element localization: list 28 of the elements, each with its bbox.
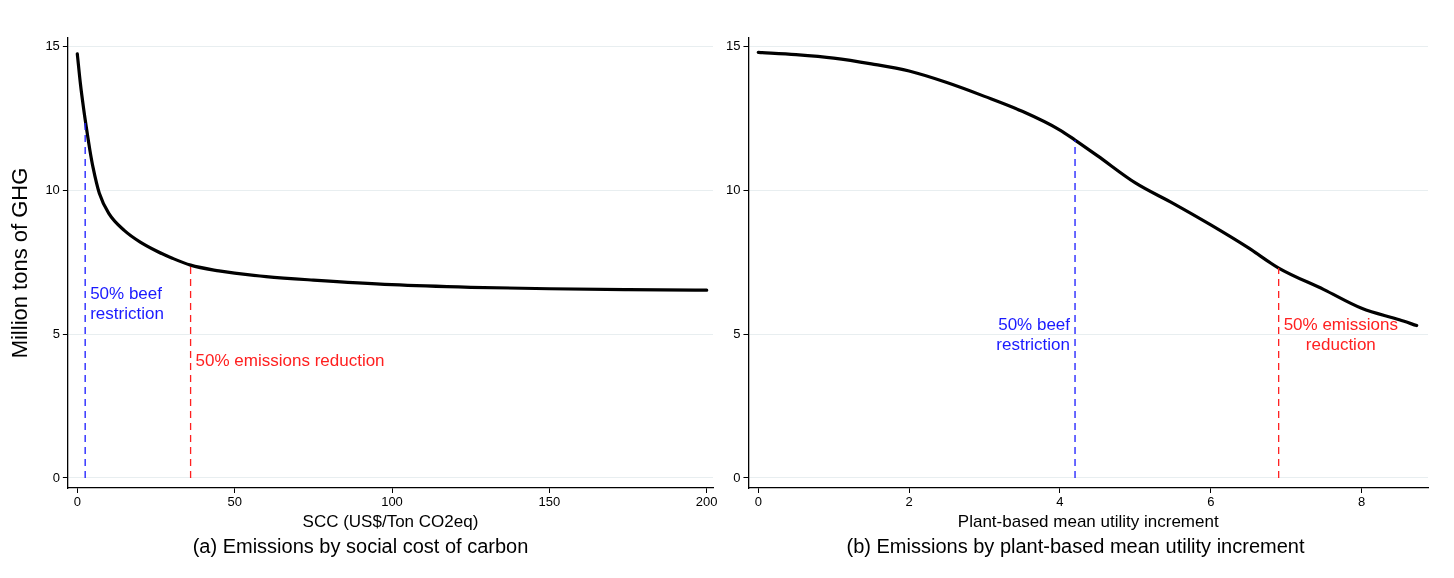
ref-line-label: 50% beef restriction — [996, 315, 1071, 355]
x-tick-label: 8 — [1358, 494, 1366, 510]
y-tick-label: 5 — [733, 325, 741, 341]
line-series — [756, 50, 1419, 328]
x-axis-title: SCC (US$/Ton CO2eq) — [302, 512, 479, 532]
ref-line-label: 50% emissions reduction — [195, 351, 385, 371]
x-tick-label: 4 — [1056, 494, 1064, 510]
y-tick-label: 15 — [45, 38, 60, 54]
y-tick-label: 5 — [52, 325, 60, 341]
ref-line-label: 50% emissions reduction — [1283, 315, 1398, 355]
x-tick-label: 2 — [905, 494, 913, 510]
y-tick-label: 10 — [45, 181, 60, 197]
text: (a) Emissions by social cost of carbon — [192, 534, 529, 557]
x-tick-label: 150 — [538, 494, 561, 510]
x-tick-label: 6 — [1207, 494, 1215, 510]
y-axis-title: Million tons of GHG — [7, 167, 33, 359]
x-tick-label: 0 — [754, 494, 762, 510]
text: (b) Emissions by plant-based mean utility increment — [846, 534, 1305, 557]
x-tick-label: 200 — [695, 494, 718, 510]
y-tick-label: 15 — [725, 38, 741, 54]
x-tick-label: 0 — [73, 494, 81, 510]
ref-line-label: 50% beef restriction — [90, 283, 164, 323]
x-tick-label: 50 — [227, 494, 242, 510]
y-tick-label: 0 — [733, 469, 741, 485]
y-tick-label: 0 — [52, 469, 60, 485]
x-tick-label: 100 — [381, 494, 403, 510]
x-axis-title: Plant-based mean utility increment — [957, 512, 1219, 532]
y-tick-label: 10 — [725, 181, 741, 197]
